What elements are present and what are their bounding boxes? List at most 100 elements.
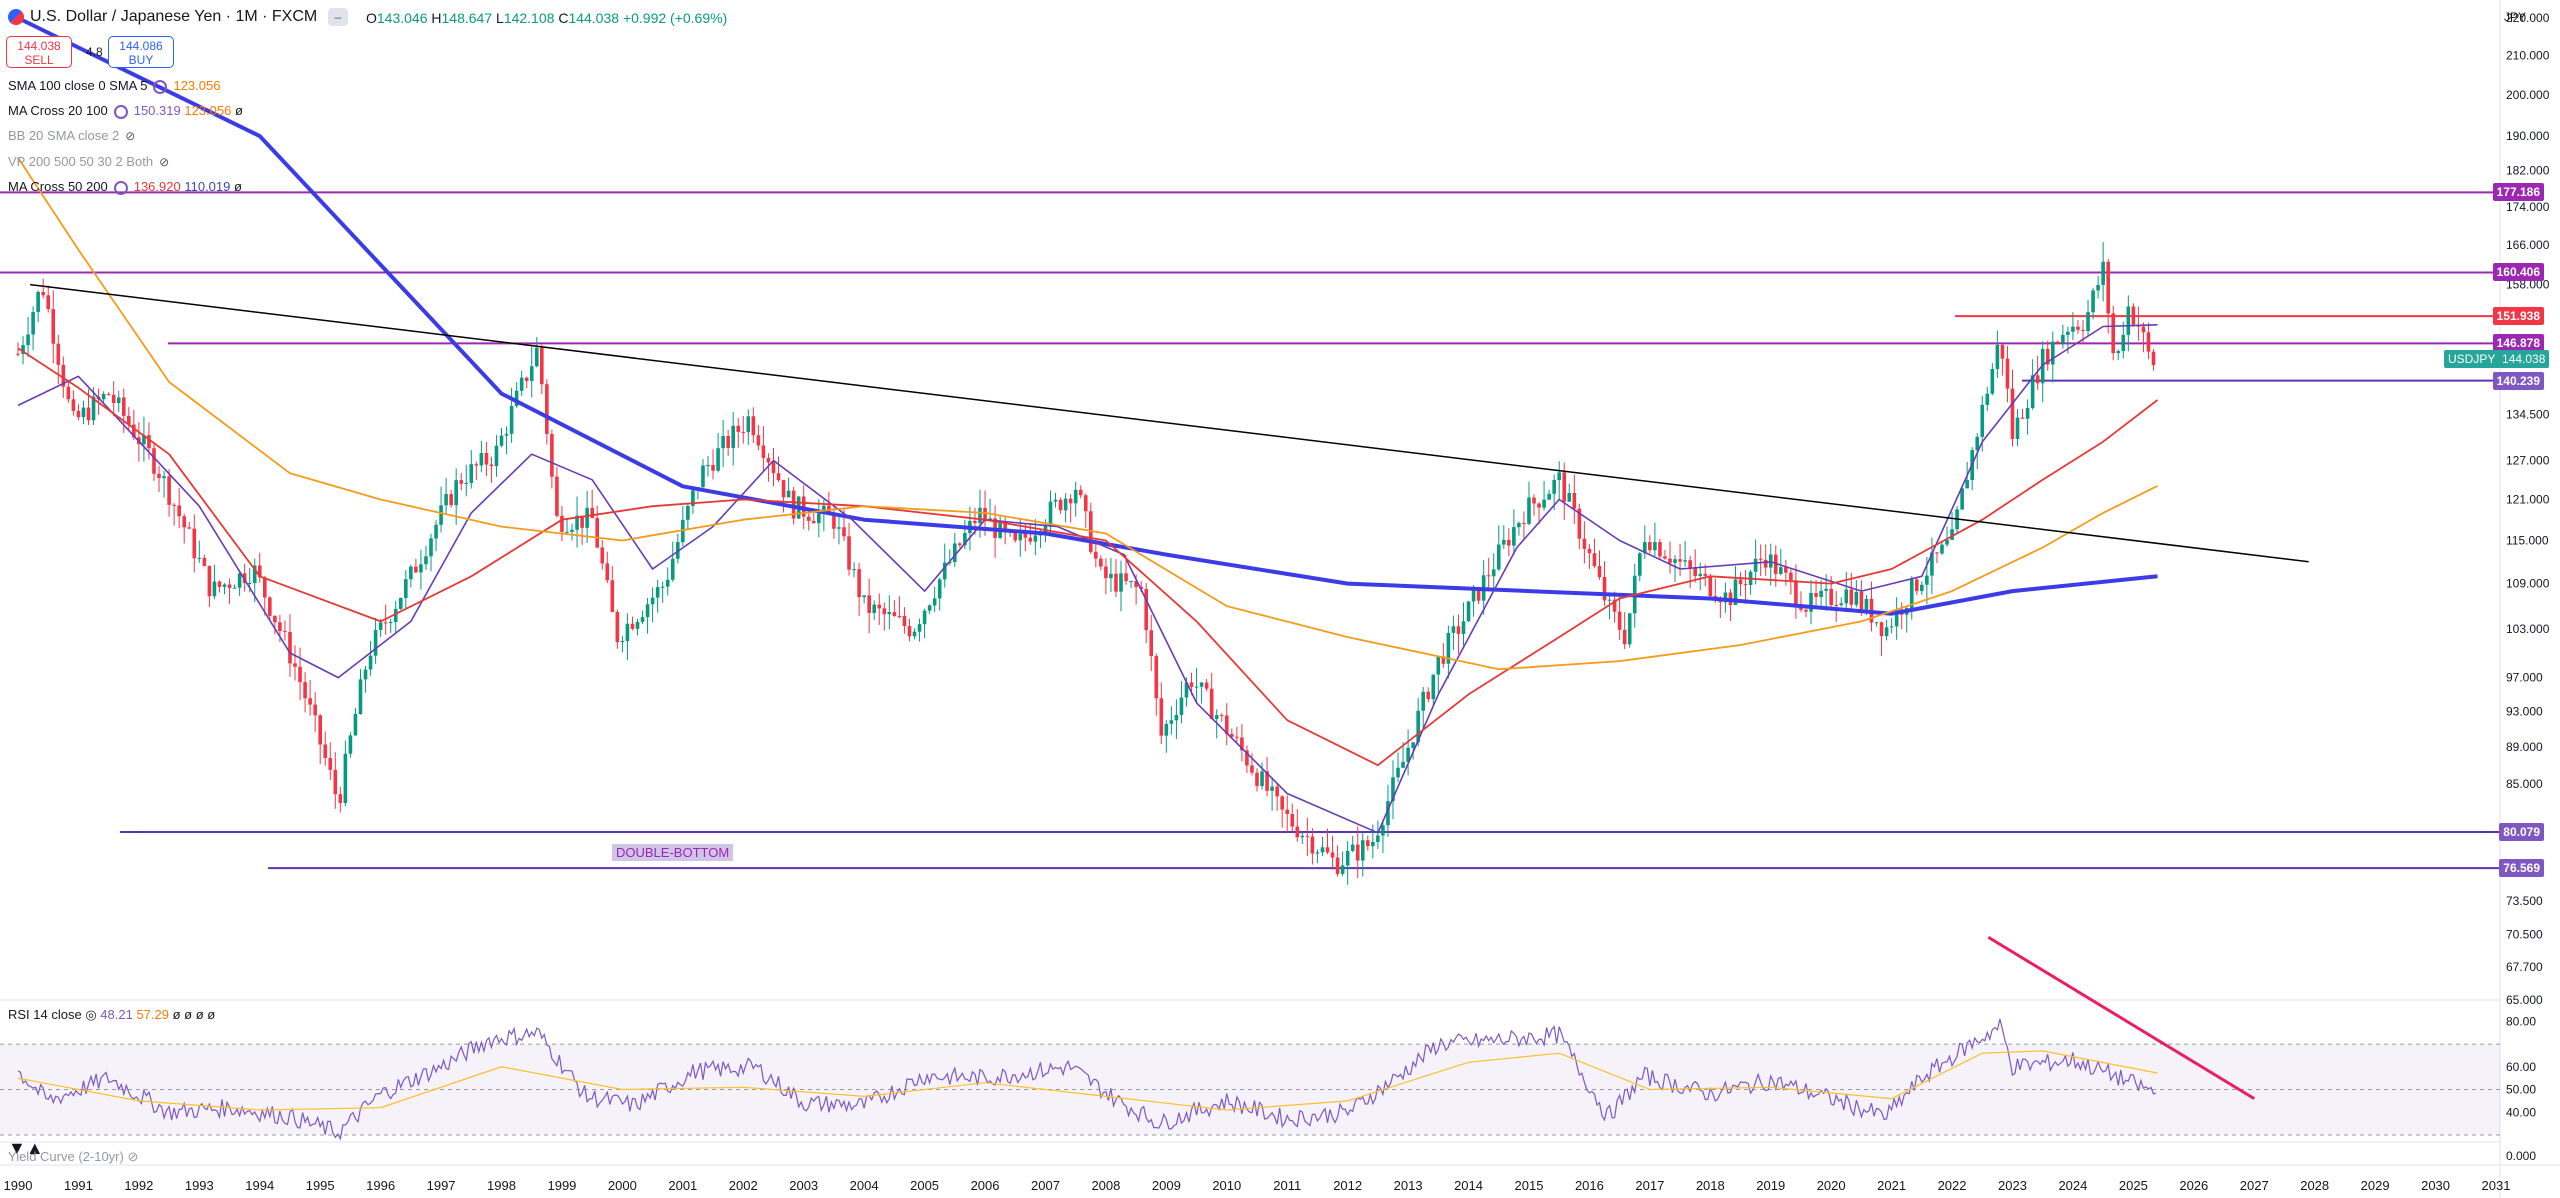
indicator-yield-curve[interactable]: Yield Curve (2-10yr) ⊘ — [8, 1149, 139, 1164]
x-tick-label: 2012 — [1333, 1178, 1362, 1193]
candle-body — [907, 626, 912, 637]
x-tick-label: 2020 — [1817, 1178, 1846, 1193]
candle-body — [1028, 537, 1033, 542]
settings-icon[interactable] — [113, 104, 128, 119]
indicator-ma-cross-50-200[interactable]: MA Cross 50 200 136.920 110.019 ø — [8, 179, 242, 195]
candle-body — [1194, 686, 1199, 688]
double-bottom-annotation[interactable]: DOUBLE-BOTTOM — [612, 844, 734, 861]
candle-body — [1003, 521, 1007, 531]
indicator-ma-cross-20-100[interactable]: MA Cross 20 100 150.319 123.056 ø — [8, 103, 243, 119]
indicator-sma100[interactable]: SMA 100 close 0 SMA 5 123.056 — [8, 78, 221, 94]
candle-body — [222, 584, 227, 587]
candle-body — [862, 595, 866, 598]
candle-body — [1285, 809, 1290, 815]
candle-body — [1391, 777, 1395, 802]
x-tick-label: 2005 — [910, 1178, 939, 1193]
candle-body — [2030, 375, 2035, 408]
candle-body — [1396, 767, 1400, 778]
candle-body — [1643, 542, 1647, 554]
candle-body — [36, 291, 40, 313]
candle-body — [368, 655, 373, 670]
candle-body — [701, 465, 705, 488]
candle-body — [1572, 492, 1577, 509]
candle-body — [26, 334, 30, 346]
candle-body — [519, 377, 524, 391]
candle-body — [1330, 852, 1335, 858]
hidden-eye-icon[interactable]: ⊘ — [123, 1149, 139, 1164]
candle-body — [1940, 544, 1944, 554]
candle-body — [2121, 334, 2126, 352]
candle-body — [1920, 584, 1924, 592]
candle-body — [817, 513, 821, 524]
y-tick-label: 103.000 — [2506, 622, 2550, 636]
candle-body — [298, 666, 302, 683]
candle-body — [1879, 622, 1884, 637]
y-tick-label: 89.000 — [2506, 740, 2543, 754]
candle-body — [580, 515, 584, 528]
indicator-bb[interactable]: BB 20 SMA close 2 ⊘ — [8, 126, 135, 146]
candle-body — [1491, 569, 1496, 577]
candle-body — [1678, 559, 1682, 562]
candle-body — [1824, 588, 1828, 591]
hidden-eye-icon[interactable]: ⊘ — [125, 129, 136, 143]
candle-body — [837, 527, 841, 529]
candle-body — [1753, 558, 1758, 572]
buy-label: BUY — [128, 53, 154, 67]
candle-body — [2020, 417, 2025, 419]
buy-price: 144.086 — [119, 39, 163, 53]
candle-body — [2005, 358, 2010, 389]
candle-body — [1517, 523, 1521, 528]
candle-body — [313, 704, 317, 716]
candle-body — [550, 434, 554, 477]
x-tick-label: 2003 — [789, 1178, 818, 1193]
candle-body — [2025, 407, 2030, 419]
candle-body — [1068, 498, 1073, 504]
candle-body — [937, 579, 942, 599]
candle-body — [439, 505, 443, 525]
y-tick-label: 73.500 — [2506, 894, 2543, 908]
candle-body — [182, 516, 187, 528]
candle-body — [912, 631, 917, 637]
candle-body — [897, 615, 902, 617]
candle-body — [670, 558, 675, 580]
x-tick-label: 1994 — [245, 1178, 274, 1193]
indicator-rsi[interactable]: RSI 14 close ◎ 48.21 57.29 ø ø ø ø — [8, 1007, 216, 1022]
buy-button[interactable]: 144.086 BUY — [108, 36, 174, 68]
indicator-vp[interactable]: VP 200 500 50 30 2 Both ⊘ — [8, 152, 169, 172]
candle-body — [61, 364, 66, 387]
candle-body — [1350, 844, 1355, 851]
candle-body — [353, 714, 358, 736]
candle-body — [635, 621, 640, 629]
settings-icon[interactable] — [113, 180, 128, 195]
hidden-eye-icon[interactable]: ⊘ — [159, 155, 170, 169]
candle-body — [1466, 601, 1471, 622]
currency-label[interactable]: JPY — [2504, 10, 2527, 24]
candle-body — [116, 397, 121, 404]
collapse-icon[interactable]: – — [328, 8, 348, 26]
candle-body — [1889, 626, 1894, 628]
candle-body — [348, 735, 353, 754]
trendline — [29, 283, 2309, 563]
candle-body — [1219, 715, 1224, 717]
candle-body — [2071, 326, 2075, 332]
candle-body — [303, 682, 307, 699]
candle-body — [600, 547, 605, 564]
candle-body — [1280, 796, 1284, 810]
sell-button[interactable]: 144.038 SELL — [6, 36, 72, 68]
candle-body — [177, 505, 181, 517]
y-tick-label: 121.000 — [2506, 493, 2550, 507]
candle-body — [1255, 772, 1259, 787]
symbol-title[interactable]: U.S. Dollar / Japanese Yen · 1M · FXCM — [30, 8, 318, 25]
x-tick-label: 2022 — [1938, 1178, 1967, 1193]
y-tick-label: 174.000 — [2506, 200, 2550, 214]
settings-icon[interactable] — [153, 79, 168, 94]
candle-body — [524, 377, 529, 381]
candle-body — [1698, 573, 1703, 576]
x-tick-label: 2011 — [1273, 1178, 1301, 1193]
candle-body — [152, 448, 156, 474]
candle-body — [1758, 558, 1763, 560]
candle-body — [1587, 548, 1592, 554]
candle-body — [1723, 592, 1728, 603]
x-tick-label: 1991 — [64, 1178, 93, 1193]
